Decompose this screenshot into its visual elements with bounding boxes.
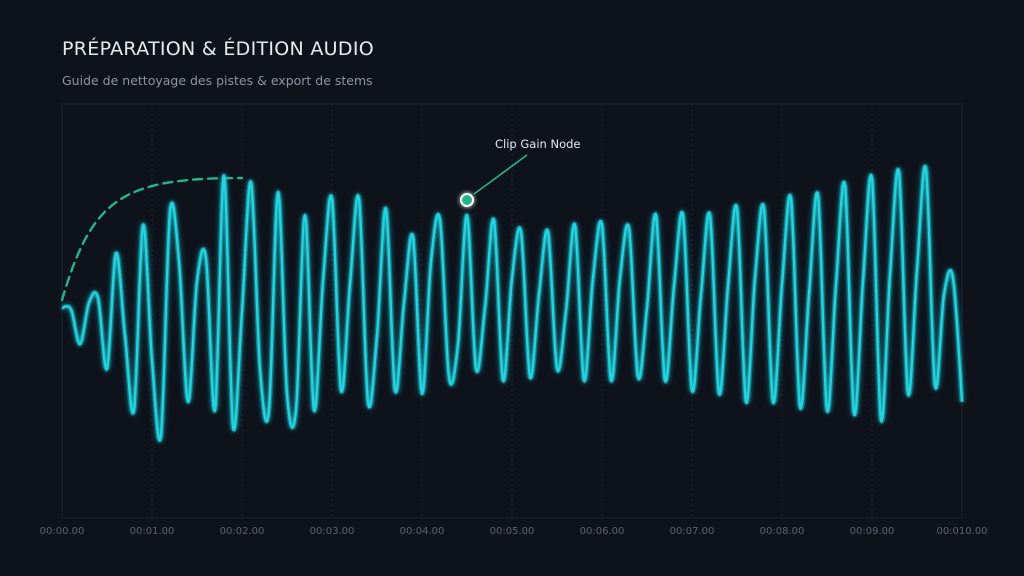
time-tick-label: 00:04.00: [400, 526, 445, 537]
time-tick-label: 00:02.00: [220, 526, 265, 537]
fade-in-curve[interactable]: [60, 176, 244, 302]
time-tick-label: 00:08.00: [760, 526, 805, 537]
time-tick-label: 00:010.00: [936, 526, 987, 537]
page-title: PRÉPARATION & ÉDITION AUDIO: [62, 38, 374, 60]
time-tick-label: 00:03.00: [310, 526, 355, 537]
page-subtitle: Guide de nettoyage des pistes & export d…: [62, 73, 373, 88]
time-tick-label: 00:05.00: [490, 526, 535, 537]
clip-gain-node-label: Clip Gain Node: [495, 137, 581, 151]
time-tick-label: 00:07.00: [670, 526, 715, 537]
time-tick-label: 00:09.00: [850, 526, 895, 537]
clip-gain-node[interactable]: [460, 193, 474, 207]
time-tick-label: 00:06.00: [580, 526, 625, 537]
annotation-leader-line: [473, 154, 528, 195]
time-tick-label: 00:00.00: [40, 526, 85, 537]
time-tick-label: 00:01.00: [130, 526, 175, 537]
waveform-line[interactable]: [61, 165, 964, 442]
time-axis: 00:00.00 00:01.00 00:02.00 00:03.00 00:04.00…: [40, 526, 988, 537]
